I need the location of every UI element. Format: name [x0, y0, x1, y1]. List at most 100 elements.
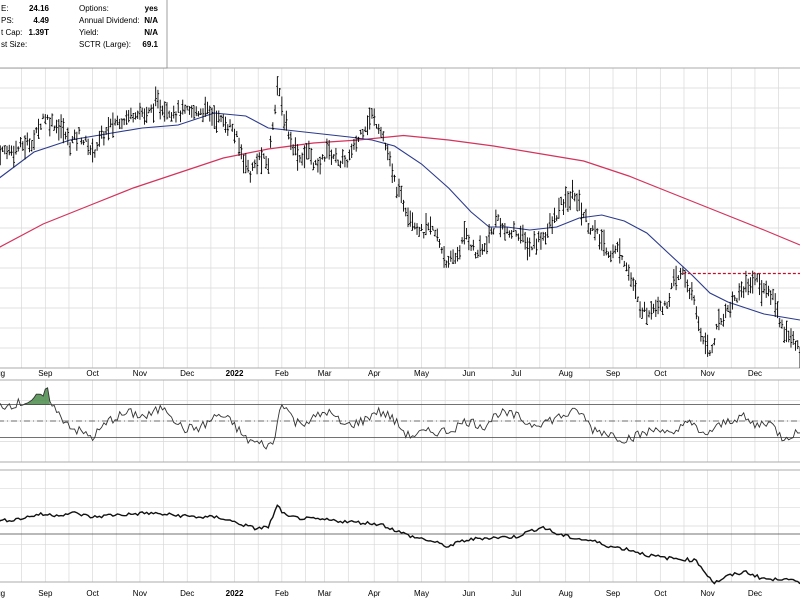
price-bar: [345, 159, 349, 168]
price-gridlines: [0, 67, 800, 369]
price-bar: [618, 238, 621, 264]
price-bar: [102, 131, 106, 146]
price-bar: [422, 232, 425, 239]
price-bar: [373, 108, 376, 126]
price-bar: [235, 130, 238, 138]
price-bar: [95, 142, 99, 151]
price-bar: [436, 228, 439, 242]
x-axis-labels-upper: Aug Sep Oct Nov Dec 2022 Feb Mar Apr May Jun Jul Aug…: [0, 369, 762, 378]
price-bar: [366, 115, 369, 136]
price-bar: [55, 119, 58, 134]
price-bar: [217, 110, 220, 123]
price-bar: [726, 304, 730, 312]
price-bar: [674, 265, 678, 291]
price-bar: [494, 209, 498, 228]
price-bar: [521, 224, 525, 243]
reference-lines: [0, 404, 800, 535]
price-bar: [215, 110, 218, 133]
price-bar: [244, 153, 248, 174]
price-bar: [593, 219, 597, 241]
x-tick-label: Mar: [318, 589, 332, 598]
price-bar: [395, 186, 398, 199]
price-bar: [510, 230, 513, 239]
price-bar: [769, 290, 772, 305]
price-bar: [82, 140, 85, 146]
price-bar: [550, 216, 554, 235]
x-tick-label: Jun: [462, 369, 475, 378]
price-bar: [634, 280, 637, 300]
price-bar: [165, 102, 169, 120]
price-bar: [206, 101, 209, 115]
price-bar: [89, 145, 92, 156]
price-bar: [188, 106, 191, 115]
x-tick-label: Aug: [0, 589, 5, 598]
x-tick-label: Oct: [86, 589, 99, 598]
price-bar: [492, 228, 495, 235]
price-bar: [145, 106, 148, 124]
price-bar: [467, 234, 471, 251]
price-bar: [73, 129, 76, 140]
price-bar: [359, 129, 362, 135]
price-bar: [629, 272, 633, 288]
price-bar: [715, 323, 718, 330]
price-bar: [643, 301, 646, 312]
price-bar: [170, 112, 173, 122]
price-bar: [695, 306, 698, 320]
price-bar: [138, 102, 142, 120]
price-bar: [523, 231, 527, 250]
price-bar: [350, 143, 353, 159]
ma50-path: [0, 112, 800, 321]
price-bar: [26, 132, 29, 146]
price-bar: [708, 350, 712, 357]
price-bar: [267, 158, 270, 174]
price-bar: [532, 230, 536, 249]
stat-value-6: N/A: [144, 28, 158, 37]
price-bar: [765, 280, 768, 298]
price-bar: [783, 326, 786, 343]
price-bar: [654, 299, 658, 317]
price-bar: [154, 86, 157, 107]
price-bar: [104, 127, 108, 135]
price-bar: [109, 118, 112, 128]
price-bar: [282, 114, 286, 131]
overbought-fill: [0, 387, 50, 405]
x-axis-labels-lower: Aug Sep Oct Nov Dec 2022 Feb Mar Apr May Jun Jul Aug…: [0, 589, 762, 598]
x-tick-label: Dec: [748, 589, 762, 598]
price-bar: [32, 129, 36, 151]
price-bar: [354, 135, 358, 152]
price-bar: [260, 147, 263, 175]
price-bar: [427, 222, 430, 231]
price-bar: [647, 310, 651, 318]
price-bar: [429, 216, 432, 235]
price-bar: [719, 318, 723, 326]
price-bar: [731, 291, 734, 310]
price-bar: [379, 126, 383, 138]
price-bar: [240, 144, 243, 160]
stat-label-1: PS:: [1, 16, 14, 25]
price-bar: [361, 129, 365, 139]
price-bar: [697, 316, 700, 332]
price-bar: [420, 224, 423, 231]
price-bar: [364, 126, 367, 133]
price-bar: [632, 277, 635, 291]
stats-box: [0, 0, 168, 69]
x-tick-label: Dec: [180, 589, 194, 598]
price-bar: [253, 159, 257, 169]
oscillator-line: [0, 387, 800, 450]
price-bar: [710, 344, 714, 354]
price-bar: [50, 113, 54, 127]
x-tick-label: Oct: [654, 369, 667, 378]
price-bar: [278, 87, 281, 97]
price-bar: [767, 285, 770, 297]
price-bar: [210, 107, 214, 126]
price-bar: [300, 152, 304, 166]
stat-label-7: SCTR (Large):: [79, 40, 131, 49]
price-bar: [48, 117, 52, 137]
price-bar: [384, 142, 387, 151]
price-bar: [679, 267, 682, 280]
price-bar: [192, 105, 196, 120]
price-bar: [237, 137, 241, 156]
price-bar: [177, 100, 180, 113]
price-bar: [483, 242, 486, 252]
